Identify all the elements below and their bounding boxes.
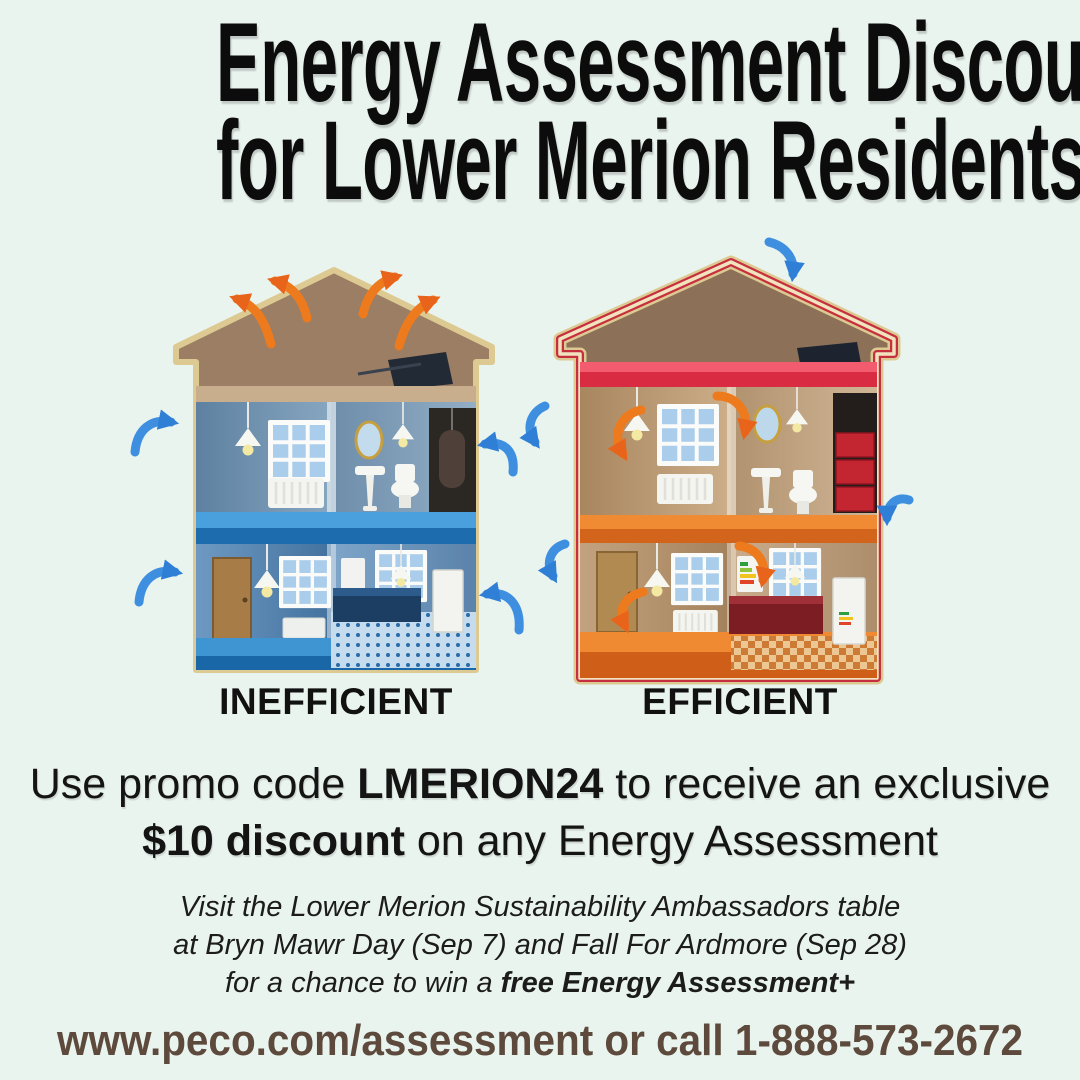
dresser	[282, 617, 326, 639]
window	[266, 418, 332, 484]
refrigerator	[832, 577, 866, 645]
window	[655, 402, 721, 468]
kitchen	[331, 543, 476, 668]
window	[669, 551, 725, 607]
insulation-layer	[580, 362, 877, 387]
title-line-2: for Lower Merion Residents	[216, 98, 1080, 223]
radiator	[671, 608, 719, 636]
contact-info: www.peco.com/assessment or call 1-888-57…	[56, 1016, 1024, 1065]
event-line-3: for a chance to win a free Energy Assess…	[0, 964, 1080, 1002]
efficient-house-illustration	[519, 237, 914, 685]
page-title: Energy Assessment Discounts for Lower Me…	[0, 7, 1080, 223]
discount-amount: $10 discount	[142, 817, 405, 865]
wall-sheet	[341, 558, 365, 590]
promo-text: Use promo code LMERION24 to receive an e…	[0, 756, 1080, 870]
event-line-1: Visit the Lower Merion Sustainability Am…	[179, 891, 901, 923]
kitchen-counter-front	[729, 604, 823, 634]
promo-prefix: Use promo code	[29, 760, 358, 808]
heat-escape-arrows	[229, 270, 441, 351]
radiator	[266, 476, 326, 510]
room-divider	[727, 387, 736, 515]
mid-floor	[580, 515, 877, 543]
mirror	[752, 404, 782, 444]
water-heater-closet	[429, 408, 476, 520]
door-knob	[242, 597, 248, 603]
cold-draft-arrows	[130, 409, 524, 635]
upper-floor-rooms	[580, 386, 877, 515]
insulation-blocks	[835, 432, 875, 458]
kitchen-counter-front	[333, 596, 421, 622]
warm-air-arrows	[607, 391, 776, 634]
efficient-label: EFFICIENT	[642, 681, 838, 722]
event-line-2: at Bryn Mawr Day (Sep 7) and Fall For Ar…	[173, 929, 907, 961]
mirror	[354, 420, 384, 460]
attic-fan	[357, 352, 453, 390]
event-line-3-prefix: for a chance to win a	[224, 967, 501, 999]
insulated-closet	[833, 393, 877, 513]
inefficient-label: INEFFICIENT	[219, 681, 453, 722]
room-divider	[327, 402, 336, 512]
mid-floor	[196, 512, 476, 544]
discount-suffix: on any Energy Assessment	[404, 817, 938, 865]
kitchen-counter	[729, 596, 823, 604]
ceiling-slab	[196, 386, 476, 402]
window	[277, 554, 333, 610]
room-divider	[327, 544, 336, 638]
promo-line-1: Use promo code LMERION24 to receive an e…	[0, 756, 1080, 813]
promo-suffix: to receive an exclusive	[603, 760, 1051, 808]
event-note: Visit the Lower Merion Sustainability Am…	[0, 888, 1080, 1002]
prize-text: free Energy Assessment+	[500, 967, 855, 999]
room-divider	[727, 543, 736, 632]
promo-line-2: $10 discount on any Energy Assessment	[0, 813, 1080, 870]
refrigerator	[432, 569, 464, 633]
inefficient-house-illustration	[130, 267, 524, 673]
promo-code: LMERION24	[357, 760, 604, 808]
upper-floor-rooms	[196, 401, 476, 520]
kitchen-counter	[333, 588, 421, 596]
deflected-cold-air-arrows	[519, 237, 914, 584]
radiator	[655, 472, 715, 506]
